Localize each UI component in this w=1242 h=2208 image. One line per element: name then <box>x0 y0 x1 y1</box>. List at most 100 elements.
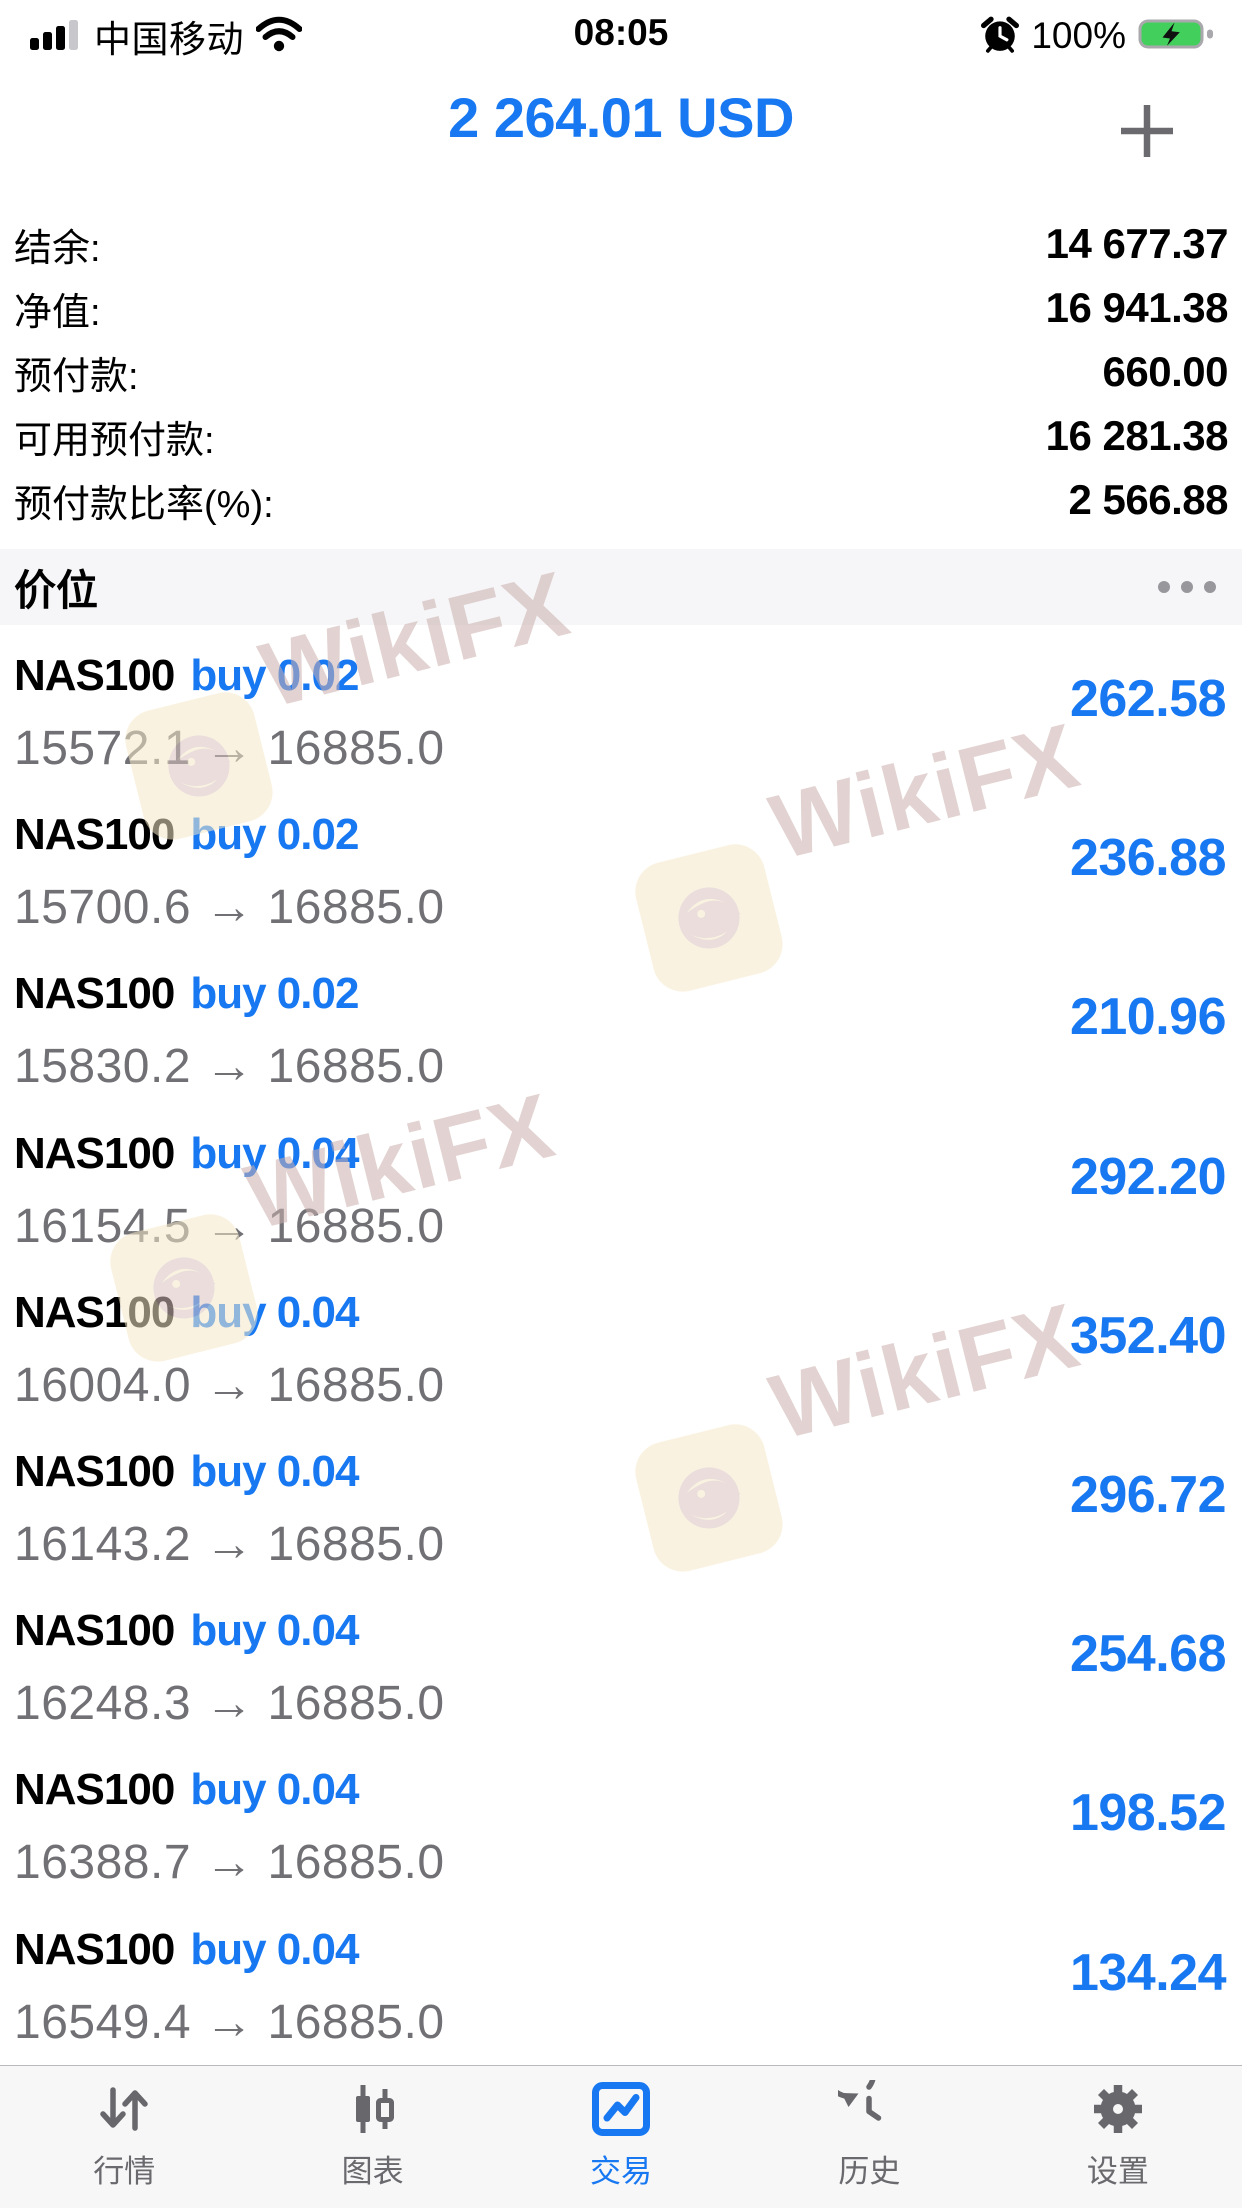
trade-row[interactable]: NAS100 buy 0.04 16154.5 → 16885.0 292.20 <box>0 1103 1242 1262</box>
summary-value: 660.00 <box>1102 348 1229 395</box>
current-price: 16885.0 <box>267 1677 445 1731</box>
current-price: 16885.0 <box>267 722 445 775</box>
trade-symbol: NAS100 <box>14 1924 175 1974</box>
summary-row: 预付款: 660.00 <box>14 340 1229 404</box>
current-price: 16885.0 <box>267 1358 445 1412</box>
trade-prices: 16154.5 → 16885.0 <box>14 1199 445 1254</box>
tab-trade[interactable]: 交易 <box>497 2066 745 2208</box>
trade-profit: 296.72 <box>1069 1465 1227 1524</box>
trade-row[interactable]: NAS100 buy 0.04 16248.3 → 16885.0 254.68 <box>0 1580 1242 1739</box>
summary-value: 16 281.38 <box>1045 412 1229 459</box>
trade-profit: 292.20 <box>1069 1147 1227 1206</box>
current-price: 16885.0 <box>267 881 445 935</box>
cellular-signal-icon <box>30 18 82 55</box>
wifi-icon <box>255 16 303 57</box>
trade-symbol: NAS100 <box>14 969 175 1019</box>
open-price: 16004.0 <box>14 1358 192 1412</box>
account-balance-title: 2 264.01 USD <box>448 86 794 149</box>
trade-row[interactable]: NAS100 buy 0.04 16004.0 → 16885.0 352.40 <box>0 1262 1242 1421</box>
tab-trade-label: 交易 <box>590 2154 653 2189</box>
trade-prices: 15572.1 → 16885.0 <box>14 721 445 776</box>
trade-side-volume: buy 0.02 <box>190 969 359 1019</box>
open-price: 15572.1 <box>14 722 192 775</box>
trade-profit: 210.96 <box>1069 988 1227 1047</box>
trade-row[interactable]: NAS100 buy 0.04 16388.7 → 16885.0 198.52 <box>0 1739 1242 1898</box>
summary-row: 净值: 16 941.38 <box>14 276 1229 340</box>
battery-percent-label: 100% <box>1031 15 1126 56</box>
trade-row[interactable]: NAS100 buy 0.04 16549.4 → 16885.0 134.24 <box>0 1899 1242 2058</box>
summary-label: 预付款比率(%): <box>14 483 274 526</box>
arrow-right-glyph: → <box>205 1199 254 1253</box>
trade-symbol: NAS100 <box>14 1765 175 1815</box>
tab-history-label: 历史 <box>838 2154 901 2189</box>
trade-prices: 16143.2 → 16885.0 <box>14 1517 445 1572</box>
status-bar: 中国移动 08:05 100% <box>0 0 1242 66</box>
trade-symbol: NAS100 <box>14 1446 175 1496</box>
trade-symbol-line: NAS100 buy 0.02 <box>14 810 359 860</box>
trade-prices: 15830.2 → 16885.0 <box>14 1039 445 1094</box>
current-price: 16885.0 <box>267 1995 445 2049</box>
open-positions-list: NAS100 buy 0.02 15572.1 → 16885.0 262.58 NA… <box>0 625 1242 2058</box>
arrow-right-glyph: → <box>205 1836 254 1890</box>
trade-prices: 16004.0 → 16885.0 <box>14 1358 445 1413</box>
trade-symbol: NAS100 <box>14 810 175 860</box>
tab-settings[interactable]: 设置 <box>994 2066 1242 2208</box>
trade-symbol-line: NAS100 buy 0.04 <box>14 1446 359 1497</box>
account-summary: 结余: 14 677.37 净值: 16 941.38 预付款: 660.00 … <box>0 166 1242 549</box>
summary-label: 预付款: <box>14 355 139 398</box>
open-price: 15830.2 <box>14 1040 192 1094</box>
status-bar-right: 100% <box>981 15 1216 58</box>
trade-chart-square-icon <box>591 2079 651 2139</box>
arrow-right-glyph: → <box>205 881 254 935</box>
summary-value: 14 677.37 <box>1045 220 1229 267</box>
carrier-label: 中国移动 <box>94 19 244 60</box>
open-price: 15700.6 <box>14 881 192 935</box>
arrow-right-glyph: → <box>205 1358 254 1412</box>
settings-gear-icon <box>1090 2079 1146 2139</box>
summary-row: 预付款比率(%): 2 566.88 <box>14 468 1228 532</box>
trade-symbol-line: NAS100 buy 0.04 <box>14 1287 359 1338</box>
trade-symbol-line: NAS100 buy 0.02 <box>14 969 359 1019</box>
trade-side-volume: buy 0.02 <box>190 810 359 860</box>
trade-symbol: NAS100 <box>14 1287 175 1337</box>
trade-side-volume: buy 0.02 <box>190 651 359 700</box>
updown-arrows-icon <box>96 2079 152 2139</box>
open-price: 16143.2 <box>14 1517 192 1571</box>
battery-charging-icon <box>1138 16 1216 57</box>
summary-value: 2 566.88 <box>1068 476 1229 523</box>
trade-side-volume: buy 0.04 <box>190 1128 359 1178</box>
trade-side-volume: buy 0.04 <box>190 1924 359 1974</box>
current-price: 16885.0 <box>267 1517 445 1571</box>
open-price: 16549.4 <box>14 1995 192 2049</box>
tab-quotes[interactable]: 行情 <box>0 2066 248 2208</box>
trade-row[interactable]: NAS100 buy 0.02 15830.2 → 16885.0 210.96 <box>0 943 1242 1102</box>
summary-value: 16 941.38 <box>1045 284 1229 331</box>
trade-symbol: NAS100 <box>14 1128 175 1178</box>
trade-profit: 262.58 <box>1069 670 1227 728</box>
current-price: 16885.0 <box>267 1199 445 1253</box>
trade-row[interactable]: NAS100 buy 0.04 16143.2 → 16885.0 296.72 <box>0 1421 1242 1580</box>
tab-charts-label: 图表 <box>341 2154 404 2189</box>
trade-profit: 236.88 <box>1069 829 1227 888</box>
tab-quotes-label: 行情 <box>93 2154 156 2189</box>
tab-settings-label: 设置 <box>1086 2154 1149 2189</box>
trade-prices: 15700.6 → 16885.0 <box>14 880 445 935</box>
tab-charts[interactable]: 图表 <box>248 2066 496 2208</box>
summary-row: 可用预付款: 16 281.38 <box>14 404 1229 468</box>
arrow-right-glyph: → <box>205 1040 254 1094</box>
arrow-right-glyph: → <box>205 1517 254 1571</box>
trade-profit: 352.40 <box>1069 1306 1227 1365</box>
tab-history[interactable]: 历史 <box>745 2066 993 2208</box>
trade-symbol-line: NAS100 buy 0.04 <box>14 1128 359 1179</box>
bottom-tab-bar: 行情 图表 交易 历史 <box>0 2065 1242 2208</box>
trade-profit: 198.52 <box>1069 1784 1227 1843</box>
trade-row[interactable]: NAS100 buy 0.02 15572.1 → 16885.0 262.58 <box>0 625 1242 784</box>
add-order-button[interactable] <box>1118 102 1176 160</box>
trade-side-volume: buy 0.04 <box>190 1287 359 1337</box>
arrow-right-glyph: → <box>205 722 254 775</box>
history-clock-icon <box>838 2079 900 2139</box>
current-price: 16885.0 <box>267 1836 445 1890</box>
trade-row[interactable]: NAS100 buy 0.02 15700.6 → 16885.0 236.88 <box>0 784 1242 943</box>
trade-profit: 134.24 <box>1069 1943 1227 2002</box>
section-menu-button[interactable] <box>1158 567 1216 607</box>
